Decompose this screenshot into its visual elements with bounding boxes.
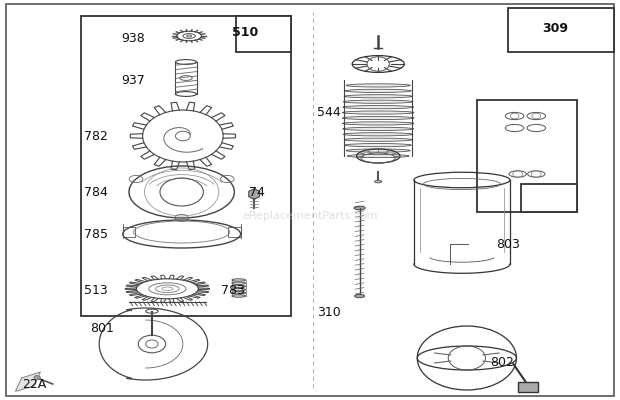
Bar [521, 184, 577, 212]
Text: 310: 310 [317, 306, 340, 318]
Text: 802: 802 [490, 356, 514, 368]
Text: 937: 937 [122, 74, 145, 86]
Text: 783: 783 [221, 284, 244, 296]
Circle shape [34, 376, 40, 380]
Ellipse shape [343, 127, 414, 130]
Bar [228, 227, 241, 237]
Text: 510: 510 [232, 26, 258, 38]
Bar [477, 100, 577, 212]
Ellipse shape [342, 116, 414, 120]
Ellipse shape [346, 149, 410, 152]
Bar [123, 227, 135, 237]
Text: 548: 548 [523, 198, 549, 210]
Ellipse shape [232, 292, 246, 294]
Bar [236, 16, 291, 52]
Text: 513: 513 [84, 284, 108, 296]
Ellipse shape [345, 144, 411, 147]
Text: 544: 544 [317, 106, 340, 118]
Text: 938: 938 [122, 32, 145, 44]
Ellipse shape [344, 138, 412, 141]
Ellipse shape [374, 180, 382, 183]
Ellipse shape [343, 100, 413, 103]
Polygon shape [16, 372, 40, 391]
Text: 22A: 22A [22, 378, 46, 390]
Ellipse shape [232, 285, 246, 288]
Text: 309: 309 [542, 22, 568, 34]
Ellipse shape [343, 106, 414, 109]
Bar [518, 382, 538, 392]
Bar [508, 8, 614, 52]
Ellipse shape [354, 206, 365, 210]
Bar [81, 16, 291, 316]
Text: 782: 782 [84, 130, 108, 142]
Ellipse shape [232, 279, 246, 281]
Ellipse shape [342, 122, 414, 125]
Ellipse shape [342, 111, 414, 114]
Text: 785: 785 [84, 228, 108, 240]
Ellipse shape [345, 89, 411, 92]
Text: 784: 784 [84, 186, 108, 198]
Text: 74: 74 [249, 186, 265, 198]
Text: 803: 803 [497, 238, 520, 250]
Text: 801: 801 [91, 322, 114, 334]
Text: eReplacementParts.com: eReplacementParts.com [242, 211, 378, 221]
Ellipse shape [346, 84, 410, 87]
Ellipse shape [232, 282, 246, 284]
Ellipse shape [355, 294, 365, 298]
Ellipse shape [347, 154, 409, 158]
Ellipse shape [232, 288, 246, 291]
Ellipse shape [232, 295, 246, 297]
Ellipse shape [344, 95, 412, 98]
Polygon shape [249, 189, 260, 199]
Ellipse shape [343, 133, 413, 136]
